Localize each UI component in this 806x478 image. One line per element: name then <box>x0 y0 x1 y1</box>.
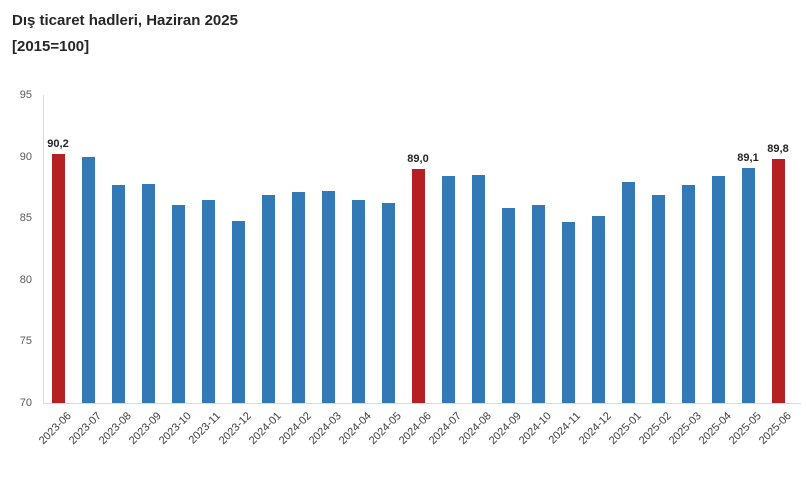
bar-2024-06 <box>412 168 425 403</box>
x-axis-tick-label: 2024-04 <box>336 410 374 448</box>
bar-2024-09 <box>502 208 515 403</box>
x-axis-tick-label: 2023-08 <box>96 410 134 448</box>
bar-2025-03 <box>682 184 695 403</box>
x-axis-tick-label: 2023-09 <box>126 410 164 448</box>
bar-data-label: 89,1 <box>737 151 759 164</box>
x-axis-tick-label: 2024-09 <box>486 410 524 448</box>
x-axis-tick-label: 2024-08 <box>456 410 494 448</box>
bar-2023-06 <box>52 154 65 403</box>
chart-title: Dış ticaret hadleri, Haziran 2025 [2015=… <box>12 8 238 60</box>
x-axis-tick-label: 2025-03 <box>666 410 704 448</box>
x-axis-tick-label: 2023-11 <box>187 410 224 447</box>
bar-2025-02 <box>652 194 665 403</box>
y-axis-tick-label: 95 <box>19 89 32 101</box>
bar-2024-02 <box>292 192 305 403</box>
bar-2024-04 <box>352 199 365 403</box>
bar-data-label: 90,2 <box>47 138 69 151</box>
x-axis-tick-label: 2023-07 <box>66 410 104 448</box>
x-axis-tick-label: 2025-02 <box>636 410 674 448</box>
x-axis-tick-label: 2024-05 <box>366 410 404 448</box>
x-axis-tick-label: 2024-01 <box>246 410 284 448</box>
bar-2023-11 <box>202 199 215 403</box>
bar-2025-05 <box>742 167 755 403</box>
bar-data-label: 89,0 <box>407 152 429 165</box>
x-axis-tick-label: 2025-04 <box>696 410 734 448</box>
x-axis-tick-label: 2023-10 <box>156 410 194 448</box>
bar-2023-12 <box>232 220 245 403</box>
y-axis-tick-label: 85 <box>19 212 32 225</box>
chart-title-line1: Dış ticaret hadleri, Haziran 2025 <box>12 12 238 29</box>
bar-2023-09 <box>142 183 155 403</box>
x-axis-tick-label: 2024-10 <box>516 410 554 448</box>
y-axis-tick-label: 80 <box>19 273 32 286</box>
y-axis-tick-label: 90 <box>19 150 32 163</box>
y-axis-tick-label: 75 <box>19 335 32 348</box>
x-axis-tick-label: 2024-12 <box>576 410 614 448</box>
x-axis-tick-label: 2024-06 <box>396 410 434 448</box>
bar-2023-07 <box>82 156 95 403</box>
x-axis-tick-label: 2025-05 <box>726 410 764 448</box>
chart-title-line2: [2015=100] <box>12 38 90 55</box>
bar-2023-08 <box>112 184 125 403</box>
bar-2025-01 <box>622 182 635 403</box>
plot-area: 90,2 2023-06 2023-07 2023-08 2023-09 2023-10 2… <box>36 95 801 447</box>
x-axis-tick-label: 2023-12 <box>216 410 254 448</box>
bar-2024-12 <box>592 215 605 403</box>
bar-2024-11 <box>562 221 575 403</box>
x-axis-tick-label: 2024-11 <box>547 410 584 447</box>
bar-2023-10 <box>172 204 185 403</box>
bar-2024-07 <box>442 176 455 403</box>
x-axis-tick-label: 2025-06 <box>756 410 794 448</box>
x-axis-tick-label: 2024-02 <box>276 410 314 448</box>
bar-2024-08 <box>472 175 485 403</box>
bar-2024-03 <box>322 191 335 403</box>
bar-2025-04 <box>712 176 725 403</box>
x-axis-tick-label: 2025-01 <box>606 410 644 448</box>
y-axis-tick-label: 70 <box>19 397 32 409</box>
y-axis: 70 75 80 85 90 95 <box>0 89 38 409</box>
bar-2024-01 <box>262 194 275 403</box>
bar-2024-10 <box>532 204 545 403</box>
bar-data-label: 89,8 <box>767 143 789 156</box>
bar-2025-06 <box>772 159 785 403</box>
x-axis-tick-label: 2023-06 <box>36 410 74 448</box>
bar-2024-05 <box>382 203 395 403</box>
x-axis-tick-label: 2024-07 <box>426 410 464 448</box>
x-axis-tick-label: 2024-03 <box>306 410 344 448</box>
